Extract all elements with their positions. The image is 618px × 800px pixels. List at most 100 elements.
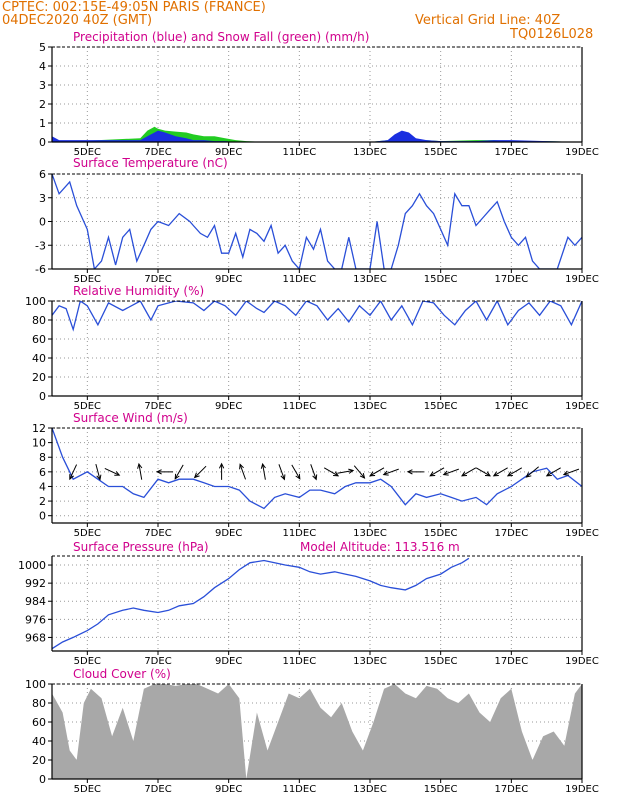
temp-title: Surface Temperature (nC) xyxy=(73,156,228,170)
pressure-xtick-label: 15DEC xyxy=(424,656,458,667)
rh-xtick-label: 17DEC xyxy=(494,401,528,412)
wind-arrow-shaft xyxy=(526,466,539,478)
temp-line xyxy=(52,174,582,269)
precip-xtick-label: 5DEC xyxy=(74,147,101,158)
cloud-xtick-label: 5DEC xyxy=(74,784,101,795)
temp-xtick-label: 7DEC xyxy=(144,274,171,285)
wind-ytick-label: 8 xyxy=(39,451,46,464)
rh-panel: 0 20 40 60 80 100 5DEC 7DEC 9DEC 11DEC 13DEC 15DEC 1… xyxy=(25,295,599,412)
pressure-title: Surface Pressure (hPa) xyxy=(73,540,209,554)
wind-arrow-head xyxy=(218,462,225,469)
wind-arrow-head xyxy=(442,470,449,476)
temp-xtick-label: 15DEC xyxy=(424,274,458,285)
temp-xtick-label: 17DEC xyxy=(494,274,528,285)
wind-arrow-head xyxy=(562,470,569,476)
wind-arrow-head xyxy=(492,471,499,477)
wind-arrow-shaft xyxy=(563,468,580,476)
wind-arrow-shaft xyxy=(239,464,247,480)
precip-ytick-label: 1 xyxy=(39,117,46,130)
wind-line xyxy=(52,428,582,510)
wind-arrow-head xyxy=(280,474,286,481)
wind-title: Surface Wind (m/s) xyxy=(73,411,188,425)
wind-arrow-shaft xyxy=(493,467,508,477)
wind-xtick-label: 7DEC xyxy=(144,528,171,539)
temp-ytick-label: -3 xyxy=(35,239,46,252)
wind-ytick-label: 6 xyxy=(39,466,46,479)
wind-arrow-shaft xyxy=(95,463,101,480)
rh-xtick-label: 9DEC xyxy=(215,401,242,412)
wind-ytick-label: 10 xyxy=(32,437,46,450)
rh-ytick-label: 40 xyxy=(32,352,46,365)
wind-arrow-shaft xyxy=(138,463,143,480)
rh-line xyxy=(52,301,582,332)
pressure-data xyxy=(52,557,470,650)
pressure-ytick-label: 1000 xyxy=(18,559,46,572)
wind-arrow-head xyxy=(369,471,376,477)
altitude-annotation: Model Altitude: 113.516 m xyxy=(300,540,460,554)
wind-arrow-head xyxy=(545,471,552,477)
precip-ytick-label: 4 xyxy=(39,60,46,73)
precip-panel: 0 1 2 3 4 5 5DEC 7DEC 9DEC 11DEC 13DEC 15DEC 17DEC 19… xyxy=(39,41,599,158)
cloud-xtick-label: 15DEC xyxy=(424,784,458,795)
precip-ytick-label: 2 xyxy=(39,98,46,111)
precip-xtick-label: 9DEC xyxy=(215,147,242,158)
precip-xtick-label: 11DEC xyxy=(282,147,316,158)
temp-ytick-label: 0 xyxy=(39,216,46,229)
cloud-xtick-label: 9DEC xyxy=(215,784,242,795)
cloud-ytick-label: 100 xyxy=(25,678,46,691)
wind-xtick-label: 13DEC xyxy=(353,528,387,539)
wind-ytick-label: 0 xyxy=(39,510,46,523)
rh-ytick-label: 20 xyxy=(32,371,46,384)
wind-xtick-label: 19DEC xyxy=(565,528,599,539)
wind-arrow-head xyxy=(506,471,513,477)
wind-arrow-shaft xyxy=(353,465,365,479)
temp-ytick-label: 6 xyxy=(39,168,46,181)
wind-ytick-label: 2 xyxy=(39,495,46,508)
rh-title: Relative Humidity (%) xyxy=(73,284,205,298)
snowfall-area xyxy=(52,126,582,142)
cloud-ytick-label: 20 xyxy=(32,754,46,767)
precip-ytick-label: 5 xyxy=(39,41,46,54)
temp-panel: -6 -3 0 3 6 5DEC 7DEC 9DEC 11DEC 13DEC 15DEC 17DEC 1… xyxy=(35,168,599,285)
wind-arrow-head xyxy=(525,472,532,478)
wind-arrow-head xyxy=(484,471,491,477)
wind-arrow-shaft xyxy=(104,468,120,476)
pressure-xtick-label: 11DEC xyxy=(282,656,316,667)
pressure-panel: 968 976 984 992 1000 5DEC 7DEC 9DEC 11DEC 13DEC 15… xyxy=(18,555,599,667)
temp-xtick-label: 9DEC xyxy=(215,274,242,285)
wind-xtick-label: 9DEC xyxy=(215,528,242,539)
wind-arrow-shaft xyxy=(194,465,207,478)
cloud-xtick-label: 7DEC xyxy=(144,784,171,795)
cloud-panel: 0 20 40 60 80 100 5DEC 7DEC 9DEC 11DEC 13DEC 15DEC 1… xyxy=(25,678,599,795)
model-code: TQ0126L028 xyxy=(510,27,594,42)
wind-arrow-shaft xyxy=(507,467,523,477)
wind-arrow-head xyxy=(295,473,301,480)
cloud-xtick-label: 19DEC xyxy=(565,784,599,795)
wind-xtick-label: 11DEC xyxy=(282,528,316,539)
wind-arrow-head xyxy=(406,469,413,475)
temp-xtick-label: 13DEC xyxy=(353,274,387,285)
wind-ytick-label: 12 xyxy=(32,422,46,435)
wind-arrow-shaft xyxy=(174,464,184,480)
rh-xtick-label: 7DEC xyxy=(144,401,171,412)
rh-xtick-label: 13DEC xyxy=(353,401,387,412)
precip-xtick-label: 7DEC xyxy=(144,147,171,158)
wind-arrow-shaft xyxy=(475,467,491,477)
pressure-xtick-label: 19DEC xyxy=(565,656,599,667)
precip-ytick-label: 3 xyxy=(39,79,46,92)
wind-arrow-head xyxy=(348,468,355,474)
wind-xtick-label: 15DEC xyxy=(424,528,458,539)
wind-arrow-shaft xyxy=(262,463,266,480)
wind-panel: 0 2 46 810 12 5DEC 7DEC 9DEC 11DEC 13DEC 15DEC 17DE… xyxy=(32,422,599,539)
wind-arrow-shaft xyxy=(461,467,477,477)
precipitation-area xyxy=(52,130,582,142)
wind-arrow-shaft xyxy=(443,468,459,476)
rh-data xyxy=(52,301,582,332)
rh-xtick-label: 11DEC xyxy=(282,401,316,412)
wind-arrow-head xyxy=(312,474,318,481)
temp-data xyxy=(52,174,582,269)
cloud-cover-area xyxy=(52,684,582,779)
precip-ytick-label: 0 xyxy=(39,136,46,149)
wind-arrow-shaft xyxy=(291,464,301,480)
pressure-xtick-label: 17DEC xyxy=(494,656,528,667)
